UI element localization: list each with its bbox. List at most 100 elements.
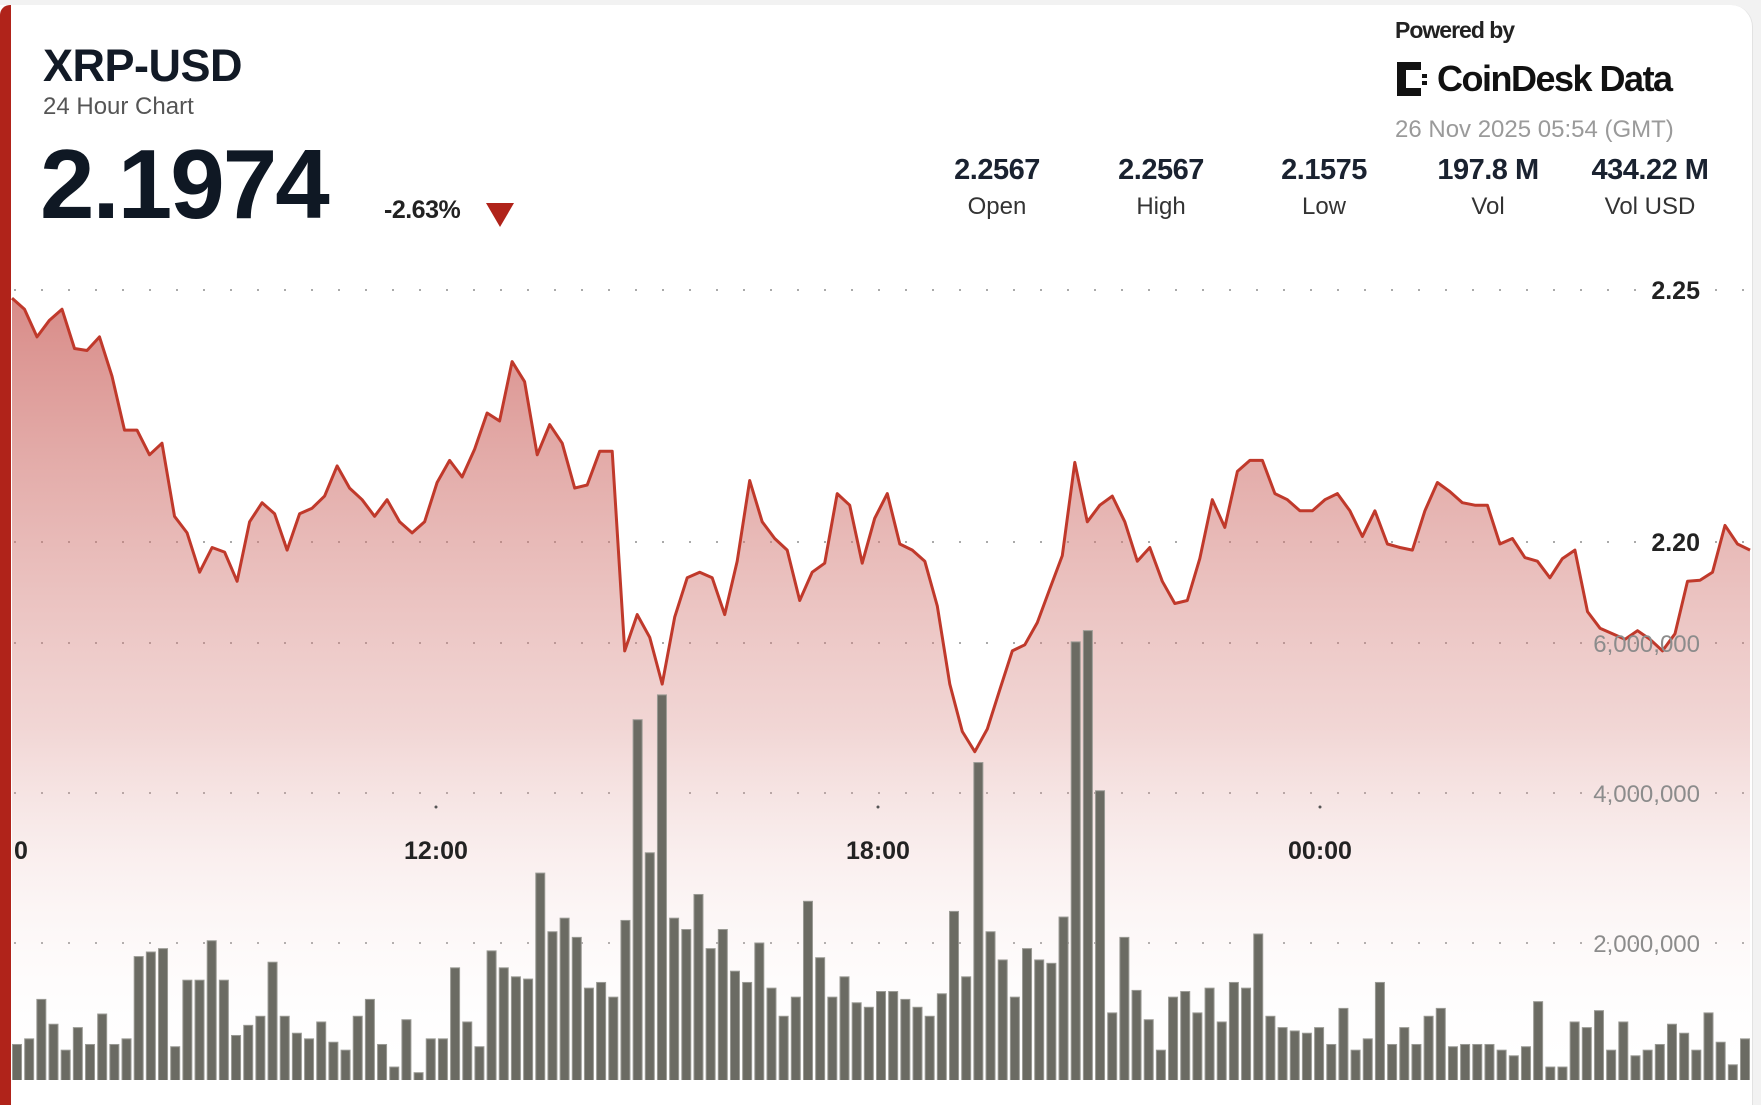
volume-bar: [316, 1021, 327, 1080]
volume-bar: [462, 1021, 473, 1080]
volume-bar: [24, 1038, 35, 1080]
volume-bar: [121, 1038, 132, 1080]
volume-bar: [912, 1006, 923, 1080]
volume-bar: [486, 950, 497, 1080]
volume-bar: [644, 852, 655, 1080]
volume-bar: [182, 979, 193, 1080]
volume-bar: [1569, 1021, 1580, 1080]
volume-bar: [876, 991, 886, 1080]
volume-bar: [1630, 1055, 1641, 1080]
volume-bar: [1277, 1027, 1288, 1080]
volume-bar: [632, 719, 643, 1080]
volume-bar: [218, 979, 229, 1080]
volume-bar: [267, 961, 278, 1080]
volume-bar: [1496, 1049, 1507, 1080]
volume-bar: [352, 1015, 363, 1080]
volume-bar: [985, 931, 996, 1080]
volume-bar: [206, 940, 217, 1080]
volume-bar: [1593, 1010, 1604, 1080]
volume-bar: [133, 956, 144, 1080]
volume-bar: [851, 1002, 862, 1080]
volume-bar: [900, 998, 911, 1080]
volume-bar: [279, 1015, 290, 1080]
volume-bar: [1703, 1012, 1714, 1080]
volume-bar: [1520, 1046, 1531, 1080]
volume-bar: [145, 951, 156, 1080]
volume-bar: [1691, 1049, 1702, 1080]
volume-bar: [961, 976, 972, 1080]
volume-bar: [1642, 1049, 1653, 1080]
volume-bar: [1545, 1066, 1556, 1080]
volume-bar: [194, 979, 205, 1080]
accent-bar: [0, 5, 11, 1105]
volume-bar: [754, 942, 765, 1080]
volume-bar: [1666, 1023, 1677, 1080]
volume-bar: [304, 1038, 315, 1080]
volume-bar: [498, 967, 509, 1080]
volume-bar: [742, 981, 753, 1080]
volume-bar: [571, 936, 582, 1080]
stat-label: High: [1136, 193, 1186, 220]
volume-bar: [1362, 1038, 1373, 1080]
stat-value: 197.8 M: [1437, 154, 1539, 186]
volume-bar: [1289, 1030, 1300, 1080]
volume-bar: [924, 1015, 935, 1080]
coindesk-mark-icon: [1397, 62, 1427, 96]
volume-bar: [1314, 1027, 1325, 1080]
volume-bar: [437, 1038, 448, 1080]
price-volume-chart[interactable]: 2.25 2.20 6,000,000 4,000,000 2,000,000 0 12:0…: [0, 0, 1761, 1080]
volume-bar: [1168, 996, 1179, 1080]
powered-by-label: Powered by: [1395, 17, 1515, 43]
volume-bar: [1241, 987, 1252, 1080]
volume-bar: [1557, 1066, 1568, 1080]
volume-bar: [364, 998, 375, 1080]
price-axis-label: 2.20: [1651, 529, 1700, 557]
time-axis-label: 00:00: [1288, 837, 1352, 865]
volume-bar: [1082, 630, 1093, 1080]
volume-bar: [1435, 1007, 1446, 1080]
volume-bar: [1009, 996, 1020, 1080]
volume-bar: [523, 978, 534, 1080]
volume-axis-label: 4,000,000: [1593, 781, 1700, 808]
volume-bar: [1155, 1049, 1166, 1080]
volume-axis-label: 6,000,000: [1593, 631, 1700, 658]
volume-bar: [839, 976, 850, 1080]
volume-bar: [243, 1024, 254, 1080]
volume-bar: [1618, 1021, 1629, 1080]
volume-bar: [1022, 948, 1033, 1080]
volume-bar: [1070, 641, 1081, 1080]
volume-bar: [596, 981, 607, 1080]
volume-bar: [377, 1043, 388, 1080]
volume-bar: [401, 1019, 412, 1080]
volume-bar: [1204, 987, 1215, 1080]
volume-bar: [1253, 933, 1264, 1080]
stat-low: 2.1575 Low: [1244, 154, 1404, 221]
volume-bar: [85, 1043, 96, 1080]
volume-bar: [535, 872, 546, 1080]
stat-label: Vol: [1471, 193, 1505, 220]
volume-bar: [802, 900, 813, 1080]
volume-bar: [170, 1046, 181, 1080]
stat-vol-usd: 434.22 M Vol USD: [1570, 154, 1730, 221]
volume-bar: [1727, 1064, 1738, 1080]
time-tick-mark: [1318, 805, 1322, 809]
volume-bar: [729, 970, 740, 1080]
volume-bar: [790, 996, 801, 1080]
coindesk-logo[interactable]: CoinDesk Data: [1395, 58, 1673, 100]
volume-bar: [681, 929, 692, 1080]
volume-bar: [255, 1015, 266, 1080]
timestamp: 26 Nov 2025 05:54 (GMT): [1395, 116, 1674, 143]
volume-bar: [827, 996, 838, 1080]
stat-label: Open: [967, 193, 1027, 220]
stat-vol: 197.8 M Vol: [1408, 154, 1568, 221]
volume-bar: [97, 1013, 108, 1080]
volume-bar: [1350, 1049, 1361, 1080]
volume-bar: [1581, 1027, 1592, 1080]
volume-bar: [547, 931, 558, 1080]
pair-title: XRP-USD: [43, 40, 243, 91]
volume-bar: [1472, 1043, 1483, 1080]
volume-bar: [1095, 790, 1106, 1080]
price-axis-label: 2.25: [1651, 277, 1700, 305]
volume-bar: [1326, 1043, 1337, 1080]
time-axis-label: 18:00: [846, 837, 910, 865]
